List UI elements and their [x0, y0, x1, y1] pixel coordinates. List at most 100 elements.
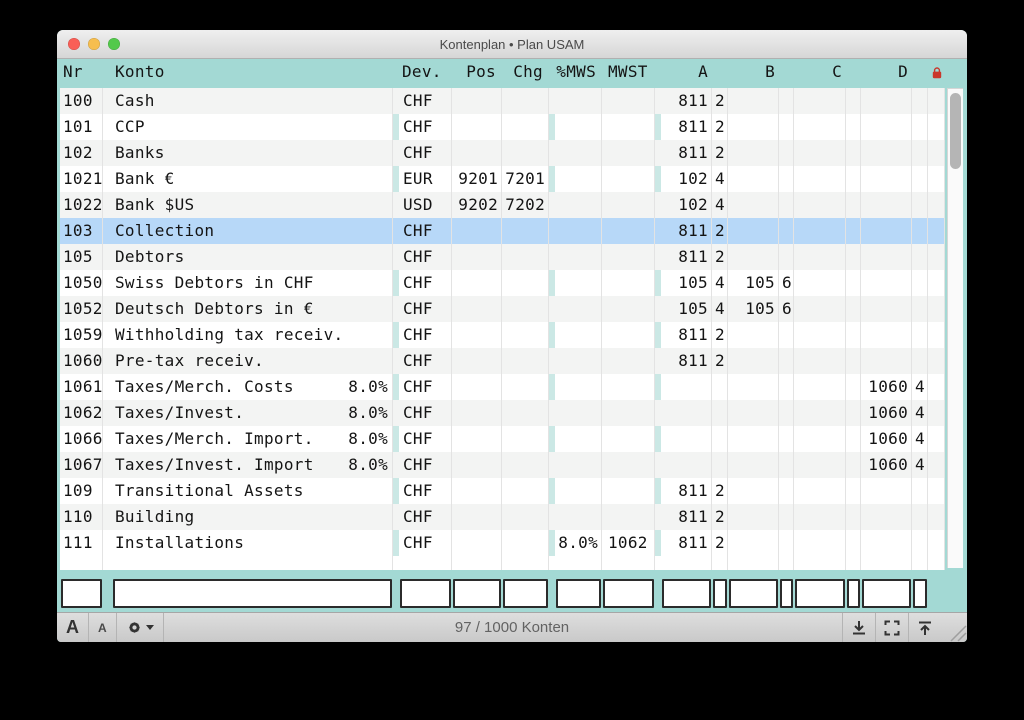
cell-a[interactable]: 811 — [661, 478, 712, 504]
cell-a2[interactable]: 2 — [712, 218, 728, 244]
cell-b2[interactable] — [779, 166, 794, 192]
cell-b2[interactable] — [779, 218, 794, 244]
cell-b[interactable] — [728, 400, 779, 426]
cell-b[interactable] — [728, 530, 779, 556]
cell-mws[interactable] — [555, 244, 602, 270]
cell-c[interactable] — [794, 244, 846, 270]
cell-a2[interactable]: 2 — [712, 348, 728, 374]
cell-mws[interactable] — [555, 218, 602, 244]
import-rows-button[interactable] — [842, 613, 875, 642]
cell-chg[interactable] — [502, 530, 549, 556]
cell-nr[interactable]: 109 — [60, 478, 103, 504]
cell-b2[interactable] — [779, 426, 794, 452]
cell-dev[interactable]: CHF — [399, 244, 452, 270]
filter-input-b2[interactable] — [780, 579, 793, 608]
cell-b[interactable] — [728, 166, 779, 192]
cell-c2[interactable] — [846, 348, 861, 374]
cell-dev[interactable]: CHF — [399, 426, 452, 452]
table-row[interactable]: 1062 Taxes/Invest. 8.0% CHF 1060 4 — [60, 400, 945, 426]
cell-konto[interactable]: Banks — [103, 140, 393, 166]
cell-c[interactable] — [794, 88, 846, 114]
cell-c2[interactable] — [846, 322, 861, 348]
cell-chg[interactable] — [502, 400, 549, 426]
cell-d[interactable] — [861, 192, 912, 218]
filter-input-konto[interactable] — [113, 579, 392, 608]
cell-a[interactable]: 811 — [661, 348, 712, 374]
cell-pos[interactable] — [452, 322, 502, 348]
table-row[interactable]: 1061 Taxes/Merch. Costs 8.0% CHF 1060 4 — [60, 374, 945, 400]
cell-d[interactable] — [861, 218, 912, 244]
cell-b[interactable] — [728, 426, 779, 452]
cell-b2[interactable] — [779, 348, 794, 374]
cell-mws[interactable] — [555, 478, 602, 504]
cell-pos[interactable] — [452, 88, 502, 114]
cell-c[interactable] — [794, 504, 846, 530]
cell-c[interactable] — [794, 322, 846, 348]
cell-c2[interactable] — [846, 166, 861, 192]
cell-c2[interactable] — [846, 140, 861, 166]
cell-nr[interactable]: 110 — [60, 504, 103, 530]
cell-c2[interactable] — [846, 88, 861, 114]
filter-input-pos[interactable] — [453, 579, 501, 608]
cell-c[interactable] — [794, 218, 846, 244]
cell-chg[interactable] — [502, 270, 549, 296]
cell-b2[interactable] — [779, 374, 794, 400]
cell-b2[interactable]: 6 — [779, 296, 794, 322]
cell-c[interactable] — [794, 530, 846, 556]
cell-a[interactable]: 811 — [661, 504, 712, 530]
cell-b[interactable] — [728, 114, 779, 140]
settings-button[interactable] — [117, 613, 164, 642]
cell-b2[interactable] — [779, 192, 794, 218]
cell-a[interactable]: 102 — [661, 192, 712, 218]
cell-dev[interactable]: CHF — [399, 218, 452, 244]
cell-b2[interactable] — [779, 244, 794, 270]
cell-c2[interactable] — [846, 114, 861, 140]
cell-c2[interactable] — [846, 478, 861, 504]
cell-chg[interactable]: 7202 — [502, 192, 549, 218]
cell-c[interactable] — [794, 348, 846, 374]
cell-pos[interactable]: 9201 — [452, 166, 502, 192]
cell-chg[interactable] — [502, 140, 549, 166]
table-row[interactable]: 1067 Taxes/Invest. Import 8.0% CHF 1060 4 — [60, 452, 945, 478]
cell-dev[interactable]: CHF — [399, 270, 452, 296]
filter-input-dev[interactable] — [400, 579, 451, 608]
cell-mwst[interactable] — [602, 244, 655, 270]
cell-mwst[interactable] — [602, 426, 655, 452]
cell-chg[interactable] — [502, 244, 549, 270]
cell-d[interactable] — [861, 140, 912, 166]
cell-nr[interactable]: 1060 — [60, 348, 103, 374]
cell-nr[interactable]: 1050 — [60, 270, 103, 296]
cell-a[interactable] — [661, 426, 712, 452]
cell-c[interactable] — [794, 140, 846, 166]
cell-konto[interactable]: Debtors — [103, 244, 393, 270]
cell-d2[interactable] — [912, 218, 928, 244]
filter-input-a[interactable] — [662, 579, 711, 608]
cell-b2[interactable] — [779, 478, 794, 504]
cell-mws[interactable] — [555, 452, 602, 478]
cell-chg[interactable]: 7201 — [502, 166, 549, 192]
cell-konto[interactable]: Pre-tax receiv. — [103, 348, 393, 374]
cell-d2[interactable] — [912, 244, 928, 270]
cell-a2[interactable]: 2 — [712, 530, 728, 556]
cell-nr[interactable]: 111 — [60, 530, 103, 556]
cell-a[interactable] — [661, 374, 712, 400]
table-row[interactable]: 1060 Pre-tax receiv. CHF 811 2 — [60, 348, 945, 374]
cell-dev[interactable]: CHF — [399, 452, 452, 478]
cell-konto[interactable]: Installations — [103, 530, 393, 556]
cell-pos[interactable] — [452, 374, 502, 400]
cell-chg[interactable] — [502, 322, 549, 348]
cell-mwst[interactable] — [602, 166, 655, 192]
cell-c2[interactable] — [846, 504, 861, 530]
cell-d[interactable] — [861, 244, 912, 270]
cell-b2[interactable]: 6 — [779, 270, 794, 296]
cell-pos[interactable] — [452, 478, 502, 504]
cell-mwst[interactable] — [602, 504, 655, 530]
table-row[interactable]: 1021 Bank € EUR 9201 7201 102 4 — [60, 166, 945, 192]
cell-nr[interactable]: 101 — [60, 114, 103, 140]
cell-mwst[interactable] — [602, 452, 655, 478]
cell-mwst[interactable] — [602, 88, 655, 114]
cell-mws[interactable] — [555, 504, 602, 530]
cell-d2[interactable] — [912, 114, 928, 140]
cell-c[interactable] — [794, 166, 846, 192]
cell-d[interactable] — [861, 348, 912, 374]
